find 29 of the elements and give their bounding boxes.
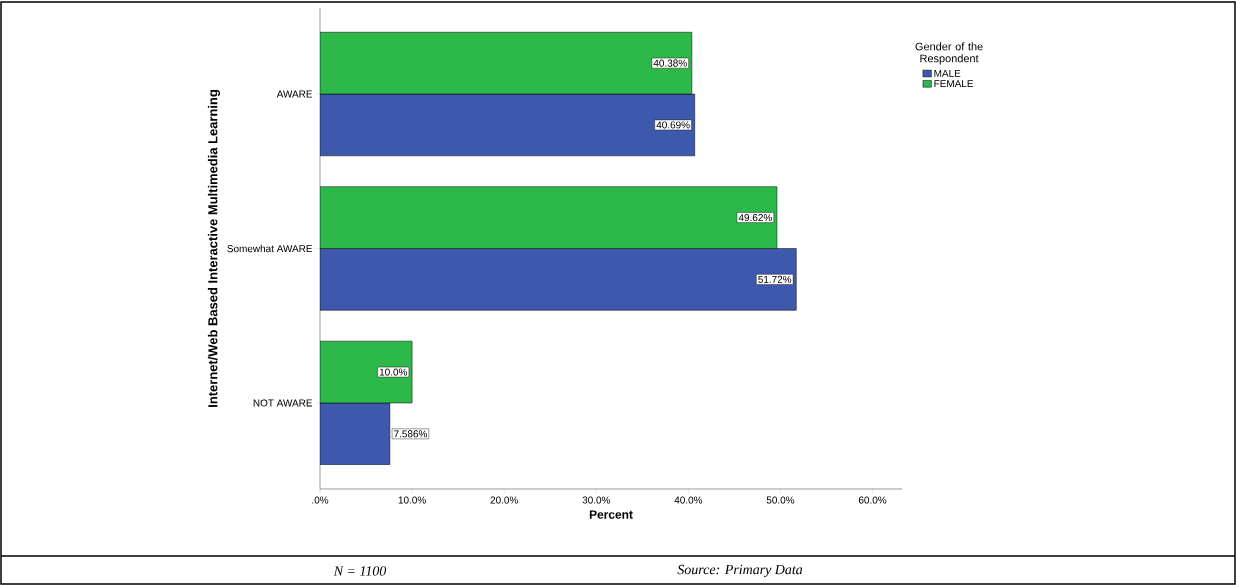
y-tick-label: NOT AWARE [253, 399, 313, 407]
data-label: 40.38% [653, 59, 687, 67]
text: N = 1100 [333, 566, 387, 576]
y-tick-label: Somewhat AWARE [227, 244, 313, 253]
x-tick-label: 30.0% [582, 496, 611, 504]
x-tick-label: 60.0% [858, 496, 887, 504]
x-tick-label: .0% [312, 496, 329, 504]
bar [320, 248, 797, 311]
x-tick-label: 20.0% [490, 496, 518, 504]
legend-title: Gender of the Respondent [915, 42, 983, 65]
bar [320, 186, 778, 249]
data-label: 49.62% [738, 214, 772, 222]
data-label: 40.69% [656, 121, 690, 129]
x-tick-label: 50.0% [766, 496, 795, 504]
legend-label: MALE [934, 69, 961, 77]
source-note: Source: Primary Data [677, 564, 803, 578]
data-label: 7.586% [394, 430, 428, 438]
y-tick-label: AWARE [276, 90, 313, 98]
bar [320, 93, 695, 157]
bar [320, 31, 693, 95]
x-tick-label: 40.0% [674, 496, 703, 504]
legend-label: FEMALE [934, 80, 974, 88]
data-label: 10.0% [379, 368, 408, 376]
data-label: 51.72% [758, 275, 792, 283]
y-axis-title: Internet/Web Based Interactive Multimedia Learning [207, 90, 221, 407]
bar [320, 340, 413, 404]
x-axis-title: Percent [589, 510, 633, 519]
x-tick-label: 10.0% [398, 496, 426, 504]
bar [320, 402, 391, 465]
